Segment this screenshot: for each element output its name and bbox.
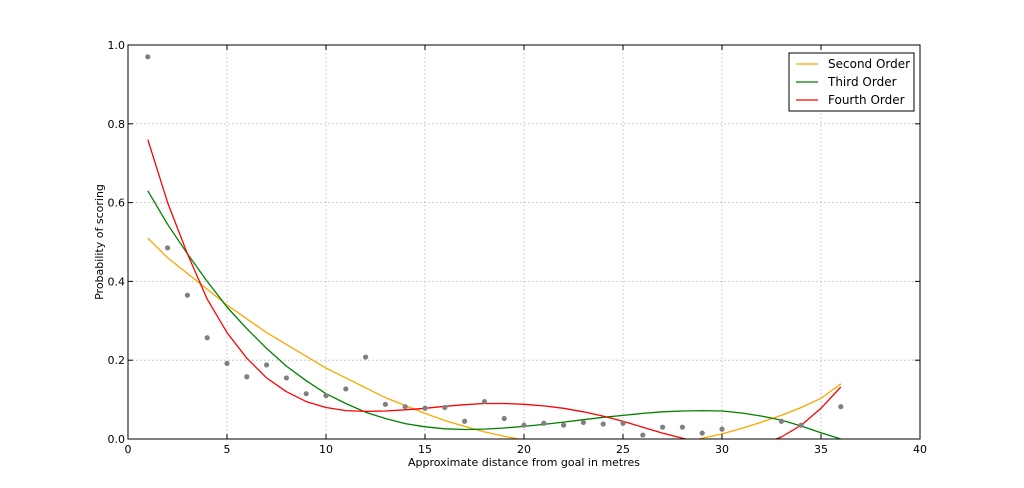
data-point — [501, 415, 507, 422]
data-point — [402, 404, 408, 410]
data-point — [343, 386, 349, 392]
data-point — [620, 420, 626, 426]
data-point — [580, 419, 587, 426]
data-point — [244, 374, 250, 380]
grid — [127, 44, 921, 440]
data-point — [422, 405, 428, 411]
x-axis-label: Approximate distance from goal in metres — [408, 456, 640, 469]
y-tick-label: 1.0 — [108, 39, 126, 52]
data-point — [184, 292, 190, 298]
data-point — [224, 360, 230, 366]
points-layer — [145, 54, 844, 438]
series-line-fourth-order — [147, 139, 842, 439]
x-tick-label: 15 — [418, 443, 432, 456]
data-point — [798, 422, 804, 428]
y-tick-label: 0.4 — [108, 275, 126, 288]
data-point — [363, 354, 369, 360]
x-tick-label: 10 — [319, 443, 333, 456]
x-tick-label: 0 — [125, 443, 132, 456]
data-point — [283, 375, 289, 381]
data-point — [778, 418, 785, 424]
x-tick-label: 35 — [814, 443, 828, 456]
data-point — [660, 424, 666, 430]
data-point — [679, 424, 686, 430]
data-point — [442, 404, 448, 411]
data-point — [600, 421, 606, 427]
y-axis-label: Probability of scoring — [93, 184, 106, 300]
series-layer — [147, 139, 842, 439]
data-point — [145, 54, 151, 60]
data-point — [382, 401, 388, 407]
legend-label: Third Order — [827, 75, 897, 89]
data-point — [303, 391, 309, 397]
data-point — [640, 432, 646, 438]
ticks: 0 5 10 15 20 25 30 35 40 0.0 0.2 0.4 0.6 0.8 1.0 — [108, 39, 928, 456]
legend-label: Fourth Order — [828, 93, 905, 107]
y-tick-label: 0.6 — [108, 197, 126, 210]
x-tick-label: 40 — [913, 443, 927, 456]
data-point — [561, 422, 567, 428]
data-point — [541, 420, 547, 426]
legend-label: Second Order — [828, 57, 910, 71]
y-tick-label: 0.8 — [108, 118, 126, 131]
x-tick-label: 30 — [715, 443, 729, 456]
x-tick-label: 20 — [517, 443, 531, 456]
x-tick-label: 5 — [224, 443, 231, 456]
data-point — [165, 245, 171, 251]
data-point — [719, 426, 725, 432]
data-point — [481, 398, 487, 405]
data-point — [838, 404, 844, 410]
y-tick-label: 0.2 — [108, 354, 126, 367]
x-tick-label: 25 — [616, 443, 630, 456]
data-point — [521, 422, 527, 428]
data-point — [264, 362, 270, 368]
legend: Second Order Third Order Fourth Order — [788, 52, 915, 112]
series-line-second-order — [147, 237, 842, 439]
series-line-third-order — [147, 190, 841, 439]
data-point — [323, 393, 329, 399]
data-point — [462, 418, 468, 424]
data-point — [699, 430, 705, 436]
data-point — [204, 335, 210, 341]
y-tick-label: 0.0 — [108, 433, 126, 446]
